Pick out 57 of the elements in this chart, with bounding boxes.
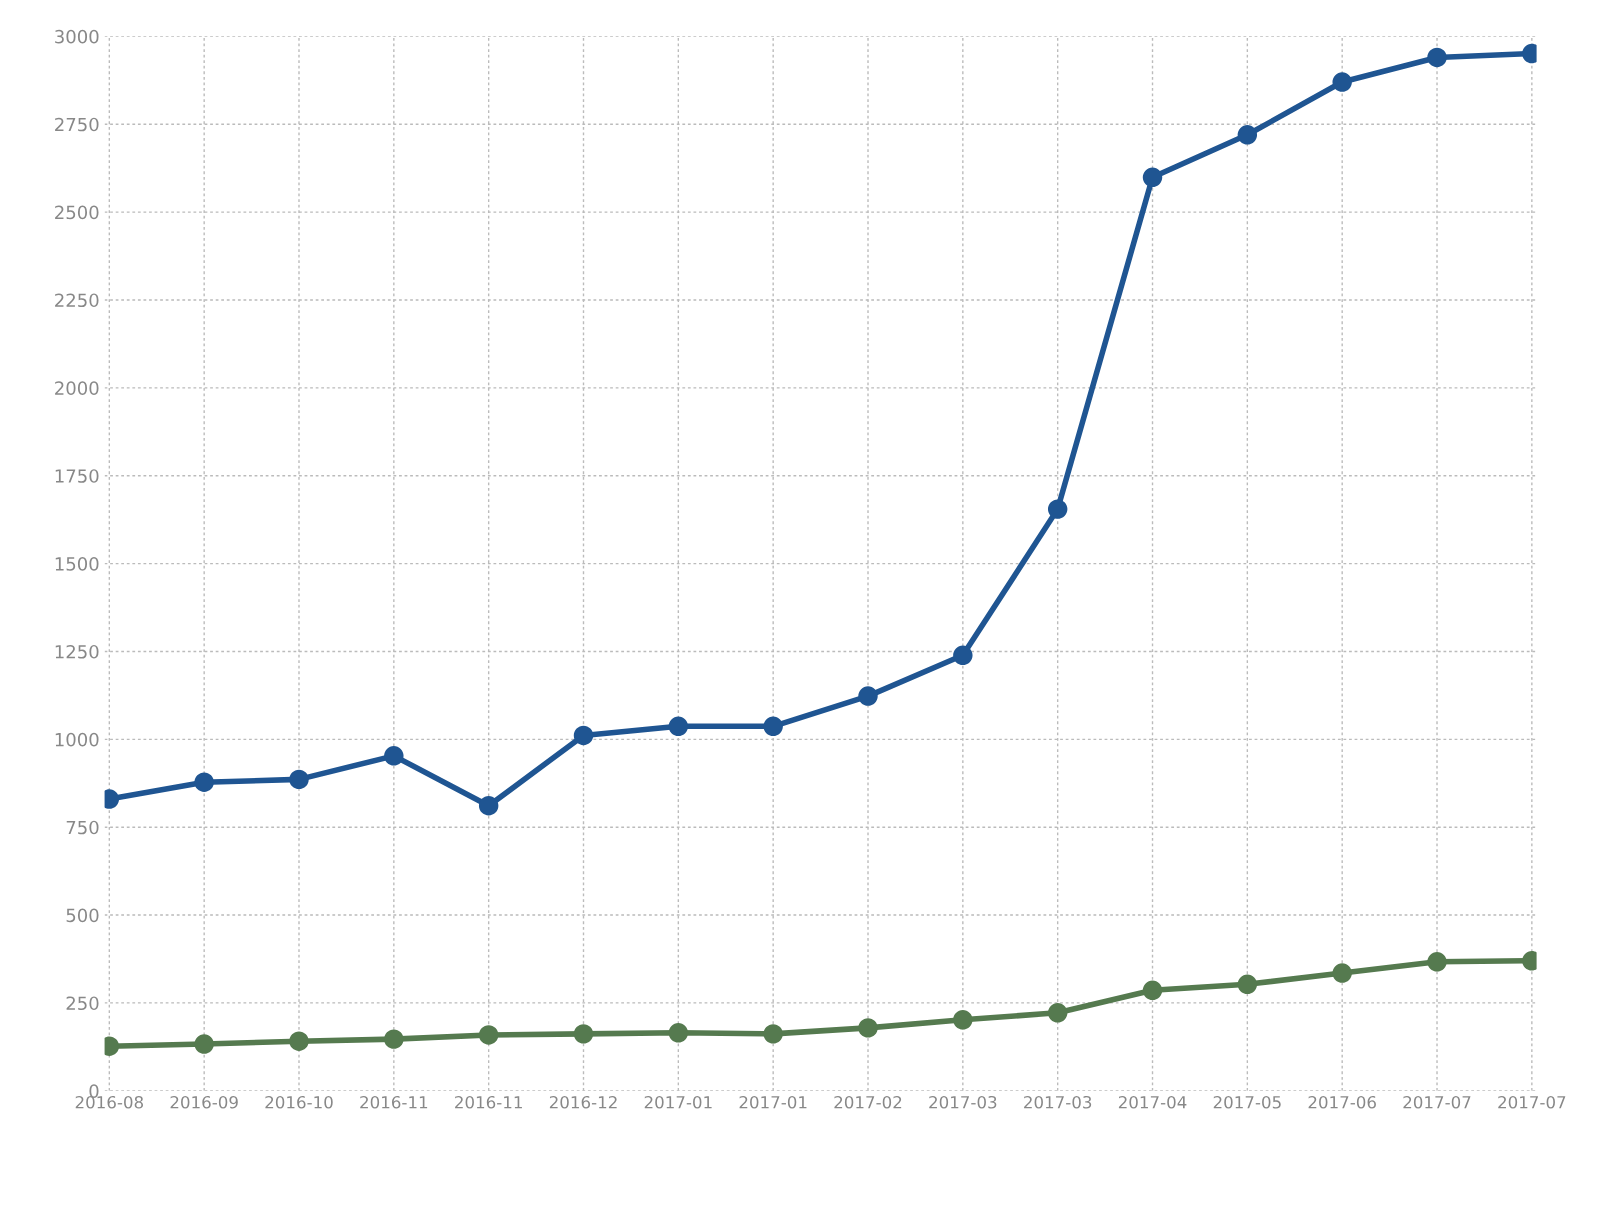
point bbox=[289, 769, 309, 790]
x-tick-label: 2017-05 bbox=[1213, 1095, 1281, 1109]
x-tick-label: 2017-02 bbox=[834, 1095, 902, 1109]
point bbox=[1237, 125, 1258, 145]
point bbox=[1332, 72, 1352, 92]
point bbox=[573, 725, 594, 746]
x-tick-label: 2016-08 bbox=[75, 1095, 143, 1109]
y-tick-label: 2500 bbox=[55, 205, 99, 220]
x-tick-label: 2017-01 bbox=[644, 1095, 712, 1109]
point bbox=[953, 1010, 973, 1030]
point bbox=[858, 686, 878, 706]
x-tick-label: 2016-12 bbox=[549, 1095, 617, 1109]
x-tick-label: 2017-07 bbox=[1403, 1095, 1471, 1109]
point bbox=[384, 746, 404, 766]
y-tick-label: 2250 bbox=[55, 293, 99, 308]
point bbox=[858, 1018, 878, 1038]
x-tick-label: 2017-06 bbox=[1308, 1095, 1376, 1109]
y-tick-label: 1500 bbox=[55, 557, 99, 571]
point bbox=[1332, 963, 1352, 983]
y-tick-label: 1000 bbox=[55, 732, 99, 747]
x-tick-label: 2017-03 bbox=[929, 1095, 997, 1109]
point bbox=[478, 796, 499, 816]
y-tick-label: 3000 bbox=[55, 29, 99, 44]
point bbox=[1047, 499, 1068, 519]
x-tick-label: 2016-11 bbox=[455, 1095, 522, 1109]
point bbox=[763, 716, 783, 737]
x-tick-label: 2016-10 bbox=[265, 1095, 333, 1109]
y-tick-label: 250 bbox=[66, 996, 99, 1011]
point bbox=[1237, 974, 1258, 995]
x-tick-label: 2017-04 bbox=[1118, 1095, 1187, 1109]
point bbox=[289, 1031, 309, 1051]
x-tick-label: 2017-03 bbox=[1024, 1095, 1092, 1109]
point bbox=[478, 1025, 499, 1045]
y-tick-label: 500 bbox=[66, 908, 99, 923]
y-tick-label: 2750 bbox=[55, 117, 99, 132]
point bbox=[573, 1024, 594, 1044]
point bbox=[1142, 980, 1163, 1000]
x-tick-label: 2016-11 bbox=[360, 1095, 428, 1109]
point bbox=[194, 1034, 214, 1054]
point bbox=[668, 1023, 689, 1043]
y-tick-label: 2000 bbox=[55, 381, 99, 395]
point bbox=[1142, 167, 1163, 188]
y-tick-label: 1250 bbox=[55, 644, 99, 659]
y-tick-label: 0 bbox=[89, 1084, 99, 1098]
point bbox=[384, 1029, 404, 1049]
point bbox=[1047, 1003, 1068, 1023]
x-tick-label: 2016-09 bbox=[170, 1095, 238, 1109]
y-tick-label: 750 bbox=[66, 820, 99, 835]
x-tick-label: 2017-07 bbox=[1498, 1095, 1566, 1109]
x-tick-label: 2017-01 bbox=[739, 1095, 807, 1109]
point bbox=[953, 645, 973, 666]
point bbox=[1427, 47, 1447, 68]
point bbox=[1427, 952, 1447, 972]
point bbox=[668, 716, 689, 737]
point bbox=[763, 1024, 783, 1044]
y-tick-label: 1750 bbox=[55, 469, 99, 483]
point bbox=[194, 772, 214, 792]
